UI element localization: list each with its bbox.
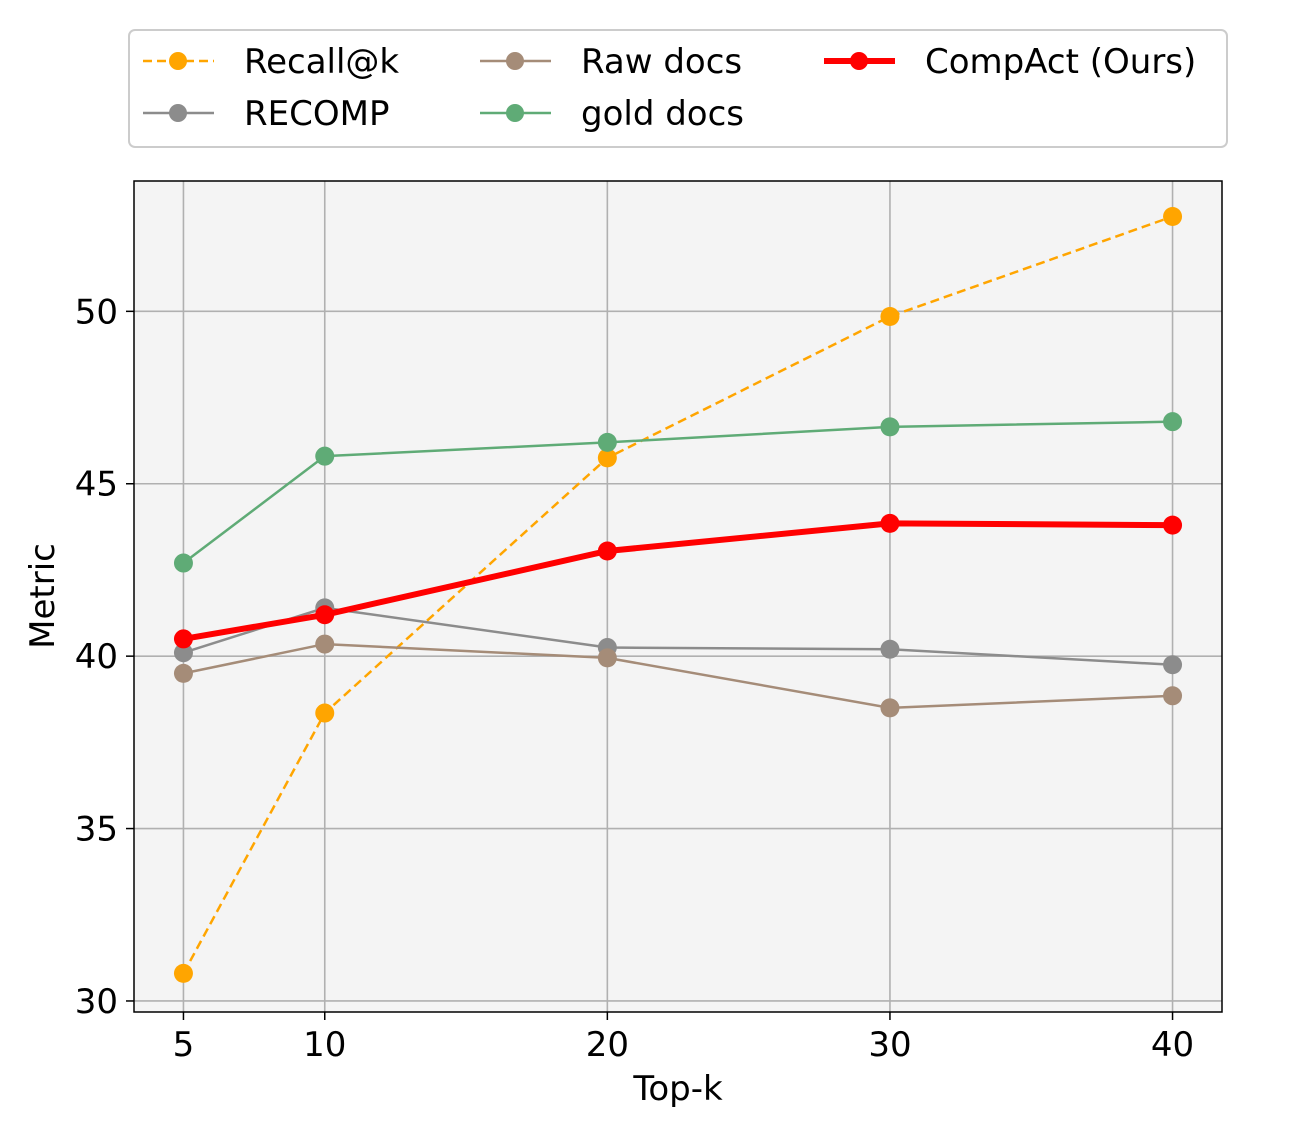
data-point-raw-docs bbox=[1163, 686, 1183, 706]
data-point-compact-ours bbox=[173, 629, 193, 649]
legend-entry-raw-docs: Raw docs bbox=[480, 42, 742, 82]
legend-marker-gold-docs bbox=[506, 104, 524, 122]
legend-entry-recall: Recall@k bbox=[143, 42, 399, 82]
data-point-recomp bbox=[1163, 655, 1183, 675]
data-point-compact-ours bbox=[315, 605, 335, 625]
legend-marker-raw-docs bbox=[506, 52, 524, 70]
legend-entry-compact: CompAct (Ours) bbox=[824, 42, 1196, 82]
data-point-gold-docs bbox=[315, 446, 335, 466]
x-axis-ticks: 5 10 20 30 40 bbox=[173, 1012, 1194, 1065]
series-compact-ours bbox=[173, 513, 1183, 649]
series-layer bbox=[173, 207, 1183, 983]
legend-entry-gold-docs: gold docs bbox=[480, 94, 744, 134]
data-point-raw-docs bbox=[880, 698, 900, 718]
data-point-recall-k bbox=[1163, 207, 1183, 227]
y-axis-title: Metric bbox=[23, 543, 63, 649]
data-point-compact-ours bbox=[880, 513, 900, 533]
grid bbox=[134, 181, 1222, 1012]
y-tick-label: 35 bbox=[75, 810, 118, 850]
data-point-recall-k bbox=[173, 963, 193, 983]
series-recall-k bbox=[173, 207, 1183, 983]
legend-marker-recomp bbox=[169, 104, 187, 122]
legend-label-raw-docs: Raw docs bbox=[581, 42, 742, 82]
legend-label-gold-docs: gold docs bbox=[581, 94, 744, 134]
data-point-gold-docs bbox=[173, 553, 193, 573]
data-point-recall-k bbox=[597, 448, 617, 468]
x-tick-label: 10 bbox=[303, 1025, 346, 1065]
x-tick-label: 5 bbox=[173, 1025, 195, 1065]
x-tick-label: 30 bbox=[868, 1025, 911, 1065]
data-point-raw-docs bbox=[315, 634, 335, 654]
series-gold-docs bbox=[173, 412, 1183, 573]
legend-marker-compact bbox=[850, 52, 868, 70]
data-point-compact-ours bbox=[597, 541, 617, 561]
data-point-recall-k bbox=[315, 703, 335, 723]
data-point-gold-docs bbox=[597, 432, 617, 452]
legend-marker-recall bbox=[169, 52, 187, 70]
data-point-recomp bbox=[173, 643, 193, 663]
x-tick-label: 20 bbox=[586, 1025, 629, 1065]
y-axis-ticks: 30 35 40 45 50 bbox=[75, 292, 134, 1022]
y-tick-label: 30 bbox=[75, 982, 118, 1022]
x-tick-label: 40 bbox=[1151, 1025, 1194, 1065]
data-point-raw-docs bbox=[173, 663, 193, 683]
plot-background bbox=[134, 181, 1222, 1012]
legend-frame bbox=[128, 29, 1228, 148]
data-point-gold-docs bbox=[1163, 412, 1183, 432]
data-point-recomp bbox=[880, 639, 900, 659]
data-point-compact-ours bbox=[1163, 515, 1183, 535]
legend-label-recall: Recall@k bbox=[244, 42, 399, 82]
legend-label-recomp: RECOMP bbox=[244, 94, 389, 134]
legend-label-compact: CompAct (Ours) bbox=[925, 42, 1196, 82]
y-tick-label: 50 bbox=[75, 292, 118, 332]
plot-frame bbox=[133, 180, 1223, 1013]
series-raw-docs bbox=[173, 634, 1183, 718]
data-point-gold-docs bbox=[880, 417, 900, 437]
legend-entry-recomp: RECOMP bbox=[143, 94, 389, 134]
data-point-recall-k bbox=[880, 307, 900, 327]
data-point-raw-docs bbox=[597, 648, 617, 668]
y-tick-label: 40 bbox=[75, 637, 118, 677]
x-axis-title: Top-k bbox=[632, 1069, 723, 1109]
y-tick-label: 45 bbox=[75, 465, 118, 505]
legend: Recall@k RECOMP Raw docs gold docs CompA… bbox=[128, 29, 1228, 148]
